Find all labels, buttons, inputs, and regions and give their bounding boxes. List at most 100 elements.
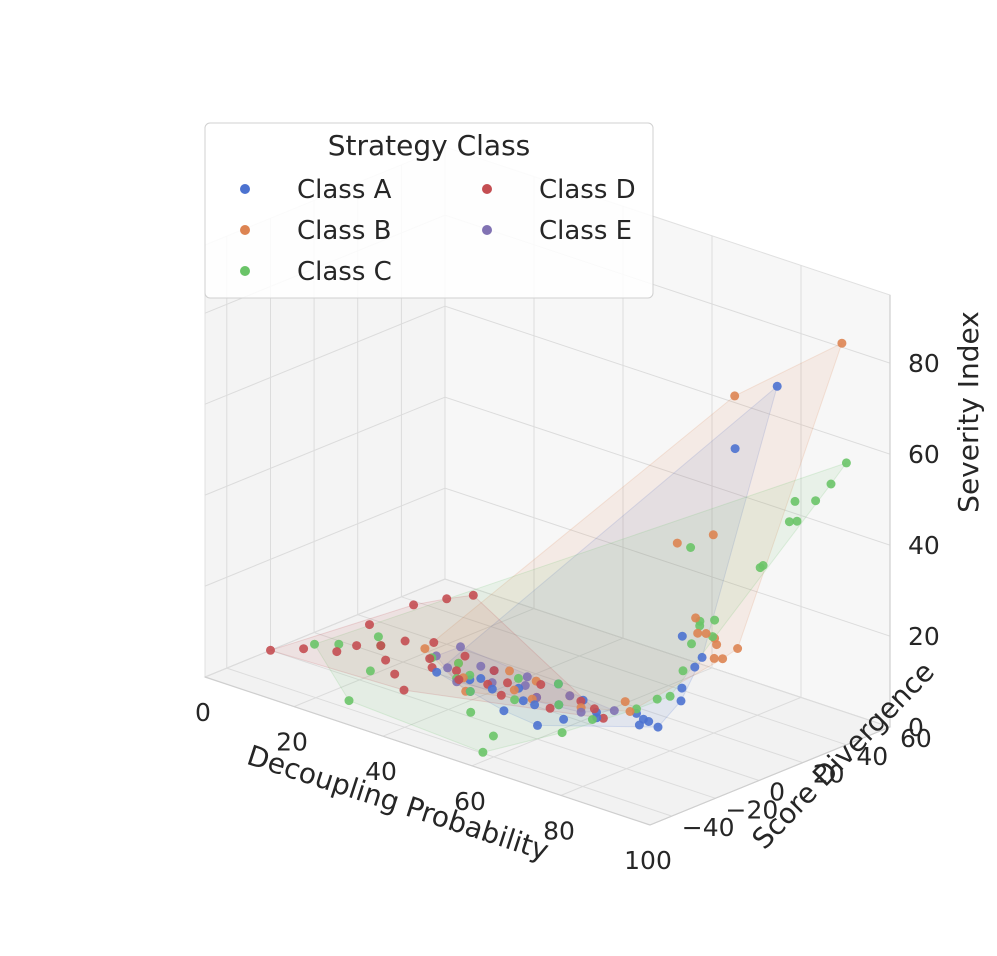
- data-point-class-b: [733, 644, 743, 653]
- data-point-class-d: [381, 655, 391, 665]
- data-point-class-c: [513, 673, 523, 683]
- data-point-class-b: [509, 685, 519, 695]
- data-point-class-a: [730, 444, 740, 454]
- x-tick-label: 20: [276, 728, 308, 757]
- data-point-class-b: [701, 629, 711, 638]
- data-point-class-e: [565, 691, 575, 701]
- data-point-class-c: [554, 700, 564, 710]
- data-point-class-d: [468, 590, 478, 600]
- legend-items: Class A Class B Class C Class D Class E: [240, 175, 636, 287]
- data-point-class-b: [672, 538, 682, 548]
- data-point-class-a: [476, 674, 486, 683]
- data-point-class-d: [365, 620, 374, 630]
- data-point-class-c: [334, 639, 344, 649]
- y-tick-label: 60: [900, 724, 932, 753]
- data-point-class-c: [310, 639, 319, 649]
- data-point-class-c: [792, 516, 802, 526]
- data-point-class-d: [429, 638, 439, 647]
- y-tick-label: −20: [726, 795, 779, 824]
- data-point-class-e: [576, 707, 586, 717]
- data-point-class-d: [460, 651, 470, 661]
- data-point-class-c: [678, 666, 688, 676]
- legend-marker-class-a: [240, 184, 250, 194]
- data-point-class-c: [695, 621, 705, 631]
- data-point-class-c: [587, 715, 597, 724]
- data-point-class-e: [443, 663, 453, 673]
- data-point-class-b: [693, 628, 703, 638]
- data-point-class-d: [545, 703, 555, 713]
- data-point-class-d: [576, 696, 586, 706]
- data-point-class-c: [811, 496, 821, 506]
- y-tick-label: 0: [769, 778, 785, 807]
- x-axis-line: [204, 676, 651, 826]
- data-point-class-b: [505, 666, 514, 676]
- legend-label-class-c: Class C: [297, 257, 392, 287]
- y-tick-label: 40: [856, 742, 888, 771]
- data-point-class-b: [709, 653, 719, 663]
- data-point-class-b: [420, 644, 430, 654]
- legend-title: Strategy Class: [328, 129, 531, 162]
- data-point-class-c: [344, 696, 354, 706]
- z-tick-label: 40: [908, 531, 940, 560]
- data-point-class-a: [772, 381, 782, 391]
- data-point-class-c: [557, 728, 567, 738]
- data-point-class-d: [489, 666, 499, 676]
- data-point-class-c: [465, 687, 475, 696]
- x-tick-label: 100: [624, 846, 672, 875]
- data-point-class-d: [332, 647, 342, 657]
- data-point-class-a: [677, 631, 687, 641]
- data-point-class-a: [653, 722, 663, 732]
- data-point-class-c: [466, 707, 476, 717]
- data-point-class-d: [503, 678, 512, 688]
- data-point-class-c: [365, 666, 375, 676]
- data-point-class-a: [530, 700, 540, 710]
- data-point-class-d: [390, 669, 400, 679]
- data-point-class-d: [352, 641, 362, 651]
- data-point-class-a: [518, 696, 528, 706]
- z-tick-label: 60: [908, 440, 940, 469]
- z-axis-label: Severity Index: [952, 311, 985, 513]
- legend-label-class-d: Class D: [539, 175, 636, 205]
- data-point-class-c: [710, 615, 720, 625]
- data-point-class-d: [376, 641, 386, 651]
- legend-label-class-a: Class A: [297, 175, 392, 205]
- y-axis-line: [649, 726, 891, 826]
- data-point-class-a: [677, 683, 687, 693]
- data-point-class-a: [487, 684, 497, 694]
- data-point-class-c: [478, 747, 488, 757]
- data-point-class-b: [708, 530, 718, 540]
- data-point-class-c: [553, 679, 563, 689]
- data-point-class-c: [652, 694, 662, 704]
- data-point-class-b: [837, 338, 847, 348]
- data-point-class-c: [758, 561, 768, 570]
- data-point-class-b: [691, 613, 701, 623]
- data-point-class-a: [533, 720, 542, 730]
- z-tick-label: 80: [908, 349, 940, 378]
- data-point-class-b: [730, 391, 740, 401]
- legend-label-class-e: Class E: [539, 216, 632, 246]
- data-point-class-a: [432, 667, 442, 677]
- data-point-class-a: [559, 714, 569, 724]
- data-point-class-c: [687, 639, 696, 649]
- data-point-class-a: [697, 652, 707, 662]
- gridline-z: [204, 487, 891, 637]
- data-point-class-c: [790, 496, 800, 506]
- data-point-class-c: [826, 479, 836, 489]
- data-point-class-d: [299, 644, 309, 654]
- data-point-class-c: [784, 517, 794, 527]
- gridline-z: [204, 305, 891, 455]
- data-point-class-a: [690, 662, 700, 672]
- gridline-z: [204, 578, 891, 728]
- data-point-class-b: [620, 697, 630, 707]
- data-point-class-c: [841, 458, 851, 468]
- data-point-class-d: [425, 654, 435, 664]
- y-tick-label: −40: [682, 813, 735, 842]
- data-point-class-d: [400, 636, 410, 646]
- data-point-class-e: [609, 706, 619, 716]
- gridline-z: [204, 396, 891, 546]
- legend-label-class-b: Class B: [297, 216, 392, 246]
